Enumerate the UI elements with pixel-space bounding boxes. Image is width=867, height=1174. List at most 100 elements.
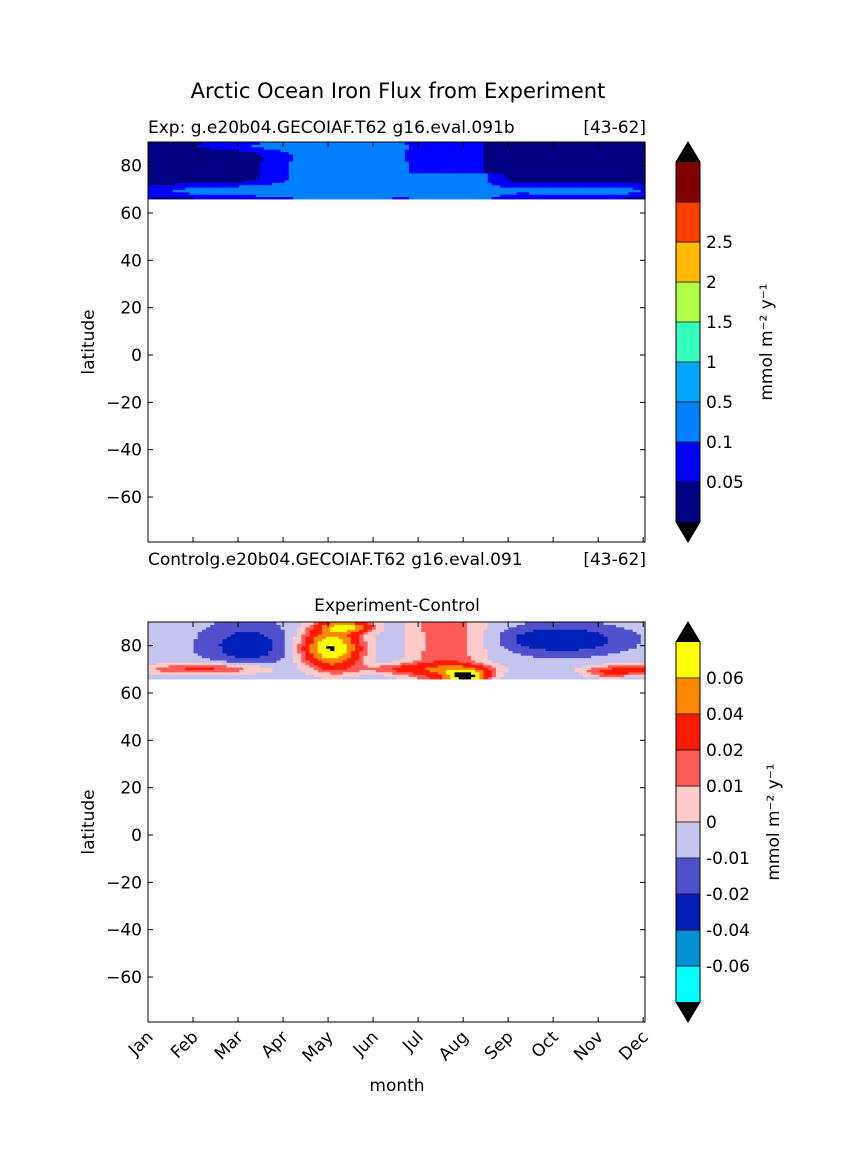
heatmap-cell xyxy=(338,648,344,652)
heatmap-cell xyxy=(417,144,422,148)
heatmap-cell xyxy=(545,156,551,160)
heatmap-cell xyxy=(185,172,191,176)
heatmap-cell xyxy=(243,666,248,670)
heatmap-cell xyxy=(603,652,609,656)
heatmap-cell xyxy=(491,182,497,186)
heatmap-cell xyxy=(259,657,265,661)
heatmap-cell xyxy=(524,645,530,649)
heatmap-cell xyxy=(466,671,472,675)
heatmap-cell xyxy=(595,657,601,661)
heatmap-cell xyxy=(545,165,551,169)
heatmap-cell xyxy=(508,182,514,186)
heatmap-cell xyxy=(222,671,228,675)
heatmap-cell xyxy=(243,156,248,160)
heatmap-cell xyxy=(388,149,393,153)
heatmap-cell xyxy=(595,666,601,670)
heatmap-cell xyxy=(636,191,642,195)
heatmap-cell xyxy=(400,160,406,164)
heatmap-cell xyxy=(458,182,464,186)
heatmap-cell xyxy=(462,674,468,678)
heatmap-cell xyxy=(176,182,182,186)
heatmap-cell xyxy=(408,170,414,174)
heatmap-cell xyxy=(541,655,547,659)
heatmap-cell xyxy=(516,168,522,172)
heatmap-cell xyxy=(429,163,435,167)
heatmap-cell xyxy=(433,640,439,644)
heatmap-cell xyxy=(524,666,530,670)
heatmap-cell xyxy=(355,643,360,647)
heatmap-cell xyxy=(292,652,298,656)
heatmap-cell xyxy=(500,179,505,183)
heatmap-cell xyxy=(148,172,153,176)
heatmap-cell xyxy=(603,172,609,176)
heatmap-cell xyxy=(433,655,439,659)
heatmap-cell xyxy=(545,177,551,181)
heatmap-cell xyxy=(234,151,240,155)
colorbar-band xyxy=(676,442,700,483)
heatmap-cell xyxy=(632,142,638,145)
heatmap-cell xyxy=(388,184,393,188)
heatmap-cell xyxy=(458,655,464,659)
heatmap-cell xyxy=(243,158,248,162)
heatmap-cell xyxy=(355,674,360,678)
heatmap-cell xyxy=(226,165,232,169)
heatmap-cell xyxy=(578,645,584,649)
heatmap-cell xyxy=(214,149,220,153)
heatmap-cell xyxy=(508,664,514,668)
heatmap-cell xyxy=(425,175,431,179)
heatmap-cell xyxy=(181,153,186,157)
heatmap-cell xyxy=(251,645,257,649)
heatmap-cell xyxy=(417,168,422,172)
heatmap-cell xyxy=(309,158,315,162)
heatmap-cell xyxy=(288,165,294,169)
heatmap-cell xyxy=(189,158,195,162)
heatmap-cell xyxy=(607,191,613,195)
heatmap-cell xyxy=(458,648,464,652)
heatmap-cell xyxy=(417,640,422,644)
heatmap-cell xyxy=(346,163,352,167)
heatmap-cell xyxy=(272,662,277,666)
heatmap-cell xyxy=(230,151,236,155)
heatmap-cell xyxy=(437,179,443,183)
heatmap-cell xyxy=(292,669,298,673)
heatmap-cell xyxy=(616,179,621,183)
heatmap-cell xyxy=(288,175,294,179)
heatmap-cell xyxy=(255,175,261,179)
heatmap-cell xyxy=(160,674,166,678)
heatmap-cell xyxy=(442,168,447,172)
heatmap-cell xyxy=(326,158,331,162)
heatmap-cell xyxy=(558,182,563,186)
heatmap-cell xyxy=(408,144,414,148)
heatmap-cell xyxy=(624,179,630,183)
heatmap-cell xyxy=(292,666,298,670)
heatmap-cell xyxy=(375,170,381,174)
heatmap-cell xyxy=(181,664,186,668)
heatmap-cell xyxy=(363,170,369,174)
heatmap-cell xyxy=(628,666,634,670)
heatmap-cell xyxy=(218,156,224,160)
heatmap-cell xyxy=(205,676,211,680)
heatmap-cell xyxy=(359,146,364,150)
heatmap-cell xyxy=(301,655,306,659)
heatmap-cell xyxy=(524,662,530,666)
heatmap-cell xyxy=(500,196,505,200)
heatmap-cell xyxy=(599,669,605,673)
heatmap-cell xyxy=(305,196,311,200)
heatmap-cell xyxy=(280,659,286,663)
heatmap-cell xyxy=(450,671,456,675)
heatmap-cell xyxy=(371,146,377,150)
heatmap-cell xyxy=(321,674,327,678)
heatmap-cell xyxy=(413,184,418,188)
heatmap-cell xyxy=(156,146,162,150)
heatmap-cell xyxy=(201,657,207,661)
heatmap-cell xyxy=(152,179,157,183)
heatmap-cell xyxy=(516,158,522,162)
heatmap-cell xyxy=(355,638,360,642)
heatmap-cell xyxy=(582,175,588,179)
heatmap-cell xyxy=(433,676,439,680)
heatmap-cell xyxy=(450,151,456,155)
heatmap-cell xyxy=(624,640,630,644)
heatmap-cell xyxy=(533,172,538,176)
heatmap-cell xyxy=(367,191,373,195)
heatmap-cell xyxy=(263,650,269,654)
